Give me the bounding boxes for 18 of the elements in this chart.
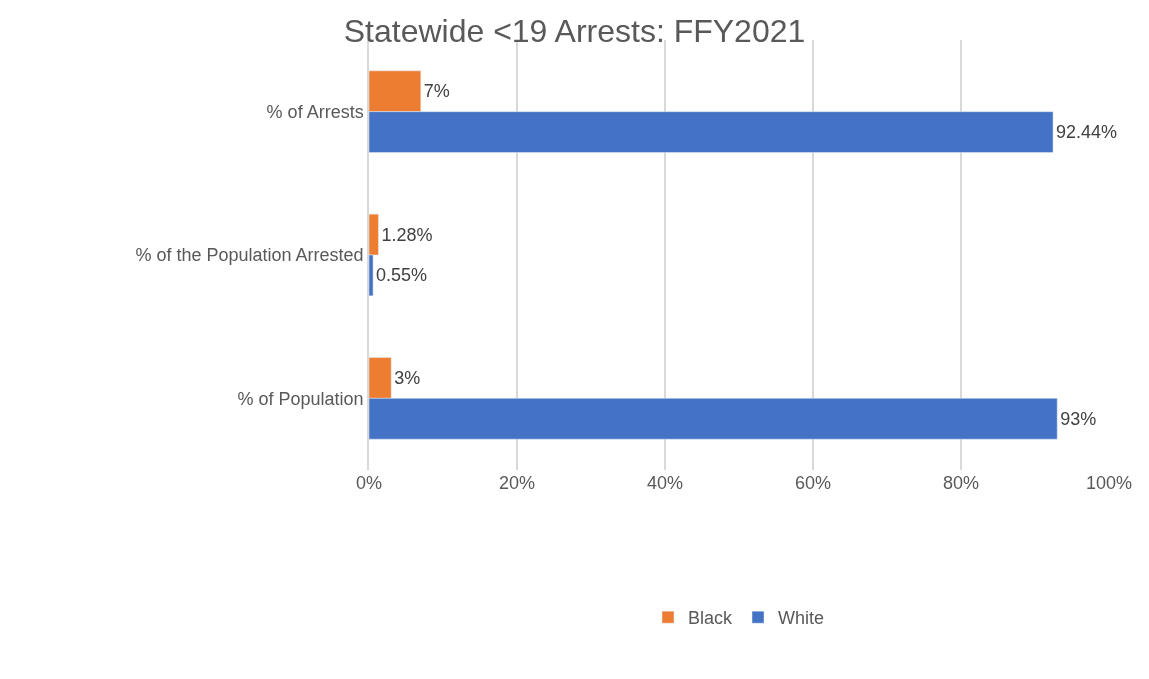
x-tick-label: 0% bbox=[355, 473, 383, 493]
x-tick-label: 60% bbox=[794, 473, 832, 493]
y-tick-label: % of the Population Arrested bbox=[135, 245, 364, 266]
legend-label: White bbox=[778, 608, 825, 629]
data-label: 92.44% bbox=[1056, 122, 1118, 143]
data-label: 3% bbox=[394, 367, 421, 388]
data-label: 93% bbox=[1060, 408, 1097, 429]
chart-title: Statewide <19 Arrests: FFY2021 bbox=[343, 12, 806, 49]
data-label: 7% bbox=[423, 81, 450, 102]
x-tick-label: 80% bbox=[942, 473, 980, 493]
data-label: 0.55% bbox=[376, 265, 428, 286]
x-tick-label: 20% bbox=[498, 473, 536, 493]
x-tick-label: 40% bbox=[646, 473, 684, 493]
legend-label: Black bbox=[688, 608, 734, 629]
y-tick-label: % of Arrests bbox=[266, 101, 364, 122]
y-tick-label: % of Population bbox=[237, 388, 364, 409]
x-tick-label: 100% bbox=[1085, 473, 1133, 493]
data-label: 1.28% bbox=[381, 224, 433, 245]
